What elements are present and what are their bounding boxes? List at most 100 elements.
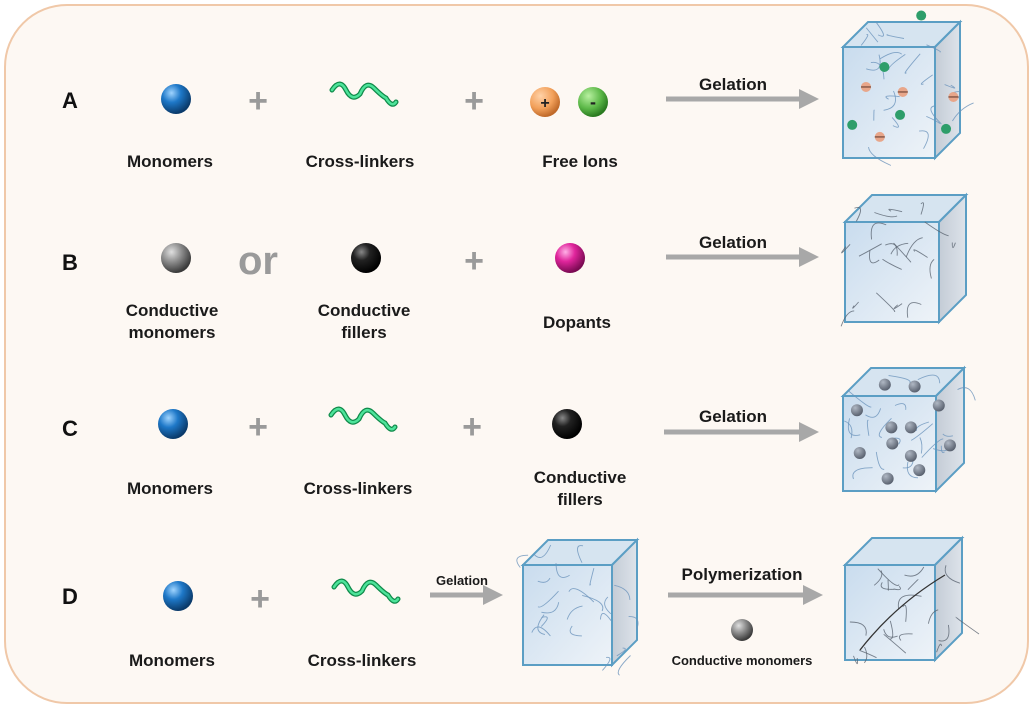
gelation-label: Gelation (699, 407, 767, 426)
conductive-filler-particle (878, 378, 891, 391)
monomer-sphere (158, 409, 188, 439)
polymer-strand (602, 656, 611, 671)
polymer-strand (893, 437, 901, 445)
polymer-strand (841, 243, 851, 254)
conductive-filler-sphere (552, 409, 582, 439)
monomer-sphere (161, 84, 191, 114)
polymer-strand (882, 258, 902, 270)
polymer-strand (885, 95, 900, 100)
conductive-monomer-sphere (161, 243, 191, 273)
polymer-strand (926, 115, 940, 124)
plus-sign: + (248, 408, 268, 446)
polymer-strand (883, 90, 896, 111)
polymer-strand (600, 613, 612, 621)
conductive-filler-particle (850, 404, 863, 417)
polymer-strand (883, 629, 898, 638)
polymer-strand (904, 566, 925, 577)
label-monomers: Monomers (127, 479, 213, 498)
polymer-strand (873, 570, 883, 586)
conductive-filler-particle (908, 380, 921, 393)
conductive-polymer-chain (859, 574, 946, 651)
hydrogel-cube-conductive (840, 192, 969, 327)
polymer-strand (568, 588, 595, 603)
polymer-strand (566, 605, 583, 620)
polymer-strand (883, 633, 907, 654)
polymer-strand (906, 461, 919, 479)
polymer-strand (533, 544, 552, 558)
crosslinker-strand (329, 407, 397, 431)
cube-front-face (522, 564, 613, 666)
row-c-letter: C (62, 416, 78, 441)
polymer-strand (920, 74, 933, 85)
polymer-strand (875, 292, 896, 312)
polymer-strand (875, 451, 885, 470)
polymer-strand (869, 250, 880, 264)
negative-sign: - (590, 92, 596, 112)
row-b-letter: B (62, 250, 78, 275)
polymer-strand (582, 594, 604, 612)
polymer-strand (906, 302, 922, 318)
polymer-strand (865, 408, 882, 418)
polymer-strand (893, 585, 901, 591)
cube-front-face (844, 564, 936, 661)
label-conductive-monomers: Conductive monomers (672, 653, 813, 668)
polymer-strand (951, 242, 956, 249)
polymer-strand (910, 423, 933, 441)
positive-ion-icon (530, 87, 560, 117)
conductive-filler-particle (943, 439, 956, 452)
cube-front-face (842, 46, 936, 159)
polymer-strand (888, 208, 903, 213)
polymer-strand (890, 242, 909, 255)
polymer-strand (929, 259, 935, 279)
negative-ion-dot (847, 119, 858, 130)
polymer-strand (915, 421, 930, 432)
polymer-strand (847, 389, 872, 408)
frame (4, 4, 1029, 704)
negative-ion-dot (941, 123, 952, 134)
polymer-strand (927, 609, 939, 624)
polymer-strand (894, 403, 907, 410)
polymer-strand (870, 222, 887, 240)
polymer-strand (888, 375, 911, 384)
polymer-strand (854, 207, 861, 222)
hydrogel-cube-fillers (840, 365, 976, 494)
polymer-strand (555, 563, 570, 578)
polymer-strand (864, 646, 868, 664)
polymer-strand (936, 643, 942, 653)
label-monomers: Monomers (129, 651, 215, 670)
conductive-monomer-sphere (731, 619, 753, 641)
polymer-strand (866, 419, 870, 436)
polymer-strand (905, 237, 923, 258)
polymer-strand (859, 649, 877, 659)
polymer-strand (924, 221, 949, 237)
polymer-strand (537, 577, 551, 583)
polymer-strand (541, 602, 560, 614)
polymerization-label: Polymerization (682, 565, 803, 584)
label-crosslinkers: Cross-linkers (304, 479, 413, 498)
conductive-filler-particle (904, 421, 917, 434)
crosslinker-icon (328, 406, 398, 432)
polymer-strand (866, 54, 881, 71)
label-crosslinkers: Cross-linkers (308, 651, 417, 670)
polymer-strand (919, 437, 923, 454)
polymer-strand (919, 130, 929, 149)
polymer-strand (913, 249, 928, 258)
cube-front-face (844, 221, 940, 323)
polymer-strand (917, 374, 941, 384)
polymer-strand (531, 626, 551, 637)
polymer-strand (902, 604, 907, 622)
polymer-strand (616, 647, 626, 657)
polymer-strand (877, 568, 900, 586)
polymer-strand (875, 21, 884, 37)
dopant-sphere (555, 243, 585, 273)
conductive-filler-particle (904, 449, 917, 462)
polymer-strand (904, 53, 921, 74)
polymer-strand (537, 614, 546, 635)
polymer-strand (893, 303, 903, 310)
polymer-strand (942, 433, 954, 437)
polymer-strand (907, 579, 919, 591)
polymer-strand (944, 565, 961, 584)
polymer-strand (852, 301, 859, 309)
crosslinker-icon (331, 578, 401, 604)
gelation-label: Gelation (436, 573, 488, 588)
